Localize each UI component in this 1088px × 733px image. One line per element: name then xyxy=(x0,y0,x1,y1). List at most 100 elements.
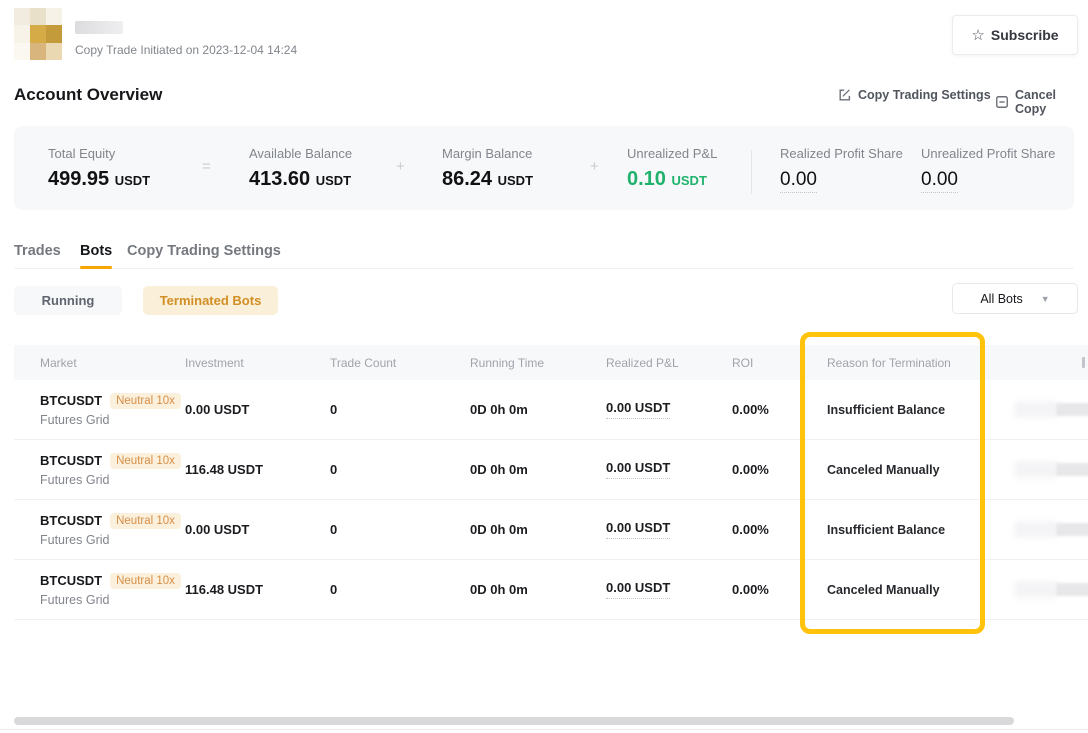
terminated-bots-table: Market Investment Trade Count Running Ti… xyxy=(14,345,1088,620)
roi-cell: 0.00% xyxy=(732,522,769,537)
termination-reason-cell: Insufficient Balance xyxy=(827,522,946,537)
stat-label: Available Balance xyxy=(249,146,353,161)
investment-cell: 116.48 USDT xyxy=(185,462,264,477)
table-row[interactable]: BTCUSDT Neutral 10x Futures Grid 116.48 … xyxy=(14,560,1088,620)
termination-reason-cell: Insufficient Balance xyxy=(827,402,946,417)
active-tab-indicator xyxy=(80,266,112,269)
strategy-badge: Neutral 10x xyxy=(110,512,181,529)
redacted-text xyxy=(1014,400,1058,418)
stat-value: 0.00 xyxy=(921,168,958,193)
strategy-badge: Neutral 10x xyxy=(110,392,181,409)
realized-pnl-cell: 0.00 USDT xyxy=(606,580,732,599)
stat-label: Realized Profit Share xyxy=(780,146,903,161)
termination-reason-cell: Canceled Manually xyxy=(827,462,940,477)
equals-operator: = xyxy=(202,158,211,175)
tab-copy-trading-settings[interactable]: Copy Trading Settings xyxy=(127,243,281,259)
roi-cell: 0.00% xyxy=(732,402,769,417)
redacted-text xyxy=(1056,462,1088,476)
table-row[interactable]: BTCUSDT Neutral 10x Futures Grid 116.48 … xyxy=(14,440,1088,500)
avatar-pixel xyxy=(14,42,30,60)
bot-type: Futures Grid xyxy=(40,412,110,427)
redacted-text xyxy=(1056,582,1088,596)
stat-value: 0.00 xyxy=(780,168,817,193)
cancel-copy-link[interactable]: Cancel Copy xyxy=(995,88,1088,116)
col-investment: Investment xyxy=(185,355,244,370)
stats-divider xyxy=(751,150,752,194)
avatar-pixel xyxy=(14,25,30,43)
minus-square-icon xyxy=(995,95,1009,109)
filter-running[interactable]: Running xyxy=(14,286,122,315)
trader-username-redacted xyxy=(75,21,123,34)
trade-count-cell: 0 xyxy=(330,522,338,537)
redacted-text xyxy=(1014,580,1058,598)
plus-operator: + xyxy=(396,158,405,175)
table-row[interactable]: BTCUSDT Neutral 10x Futures Grid 0.00 US… xyxy=(14,500,1088,560)
cancel-copy-label: Cancel Copy xyxy=(1015,88,1056,116)
strategy-badge: Neutral 10x xyxy=(110,572,181,589)
stat-label: Unrealized Profit Share xyxy=(921,146,1056,161)
chevron-down-icon: ▼ xyxy=(1040,293,1050,304)
table-row[interactable]: BTCUSDT Neutral 10x Futures Grid 0.00 US… xyxy=(14,380,1088,440)
col-running-time: Running Time xyxy=(470,355,545,370)
star-icon: ☆ xyxy=(971,26,985,44)
bots-filter-dropdown[interactable]: All Bots ▼ xyxy=(952,283,1078,314)
col-realized-pnl: Realized P&L xyxy=(606,355,679,370)
redacted-text xyxy=(1056,402,1088,416)
tab-bots[interactable]: Bots xyxy=(80,243,113,259)
cutoff-column-header xyxy=(1082,357,1085,368)
market-symbol: BTCUSDT xyxy=(40,513,103,528)
stat-value: 86.24 USDT xyxy=(442,168,534,190)
horizontal-scrollbar[interactable] xyxy=(14,717,1014,725)
market-symbol: BTCUSDT xyxy=(40,573,103,588)
bot-type: Futures Grid xyxy=(40,532,110,547)
investment-cell: 0.00 USDT xyxy=(185,402,250,417)
investment-cell: 116.48 USDT xyxy=(185,582,264,597)
redacted-text xyxy=(1014,460,1058,478)
tab-trades[interactable]: Trades xyxy=(14,243,61,259)
copy-trading-settings-label: Copy Trading Settings xyxy=(858,88,991,102)
col-roi: ROI xyxy=(732,355,754,370)
market-cell: BTCUSDT Neutral 10x Futures Grid xyxy=(14,392,185,427)
realized-pnl-cell: 0.00 USDT xyxy=(606,460,732,479)
stat-value: 0.10 USDT xyxy=(627,168,707,190)
filter-terminated-bots[interactable]: Terminated Bots xyxy=(143,286,278,315)
bot-type: Futures Grid xyxy=(40,472,110,487)
plus-operator: + xyxy=(590,158,599,175)
stat-label: Total Equity xyxy=(48,146,116,161)
realized-pnl-cell: 0.00 USDT xyxy=(606,400,732,419)
termination-reason-cell: Canceled Manually xyxy=(827,582,940,597)
market-cell: BTCUSDT Neutral 10x Futures Grid xyxy=(14,452,185,487)
trade-count-cell: 0 xyxy=(330,462,338,477)
market-cell: BTCUSDT Neutral 10x Futures Grid xyxy=(14,572,185,607)
avatar-pixel xyxy=(14,8,30,26)
running-time-cell: 0D 0h 0m xyxy=(470,402,528,417)
roi-cell: 0.00% xyxy=(732,582,769,597)
market-symbol: BTCUSDT xyxy=(40,453,103,468)
avatar-pixel xyxy=(46,42,62,60)
avatar-pixel xyxy=(46,25,62,43)
copy-trade-initiated-text: Copy Trade Initiated on 2023-12-04 14:24 xyxy=(75,43,298,57)
running-time-cell: 0D 0h 0m xyxy=(470,522,528,537)
trader-avatar[interactable] xyxy=(14,8,62,60)
investment-cell: 0.00 USDT xyxy=(185,522,250,537)
avatar-pixel xyxy=(30,42,46,60)
redacted-text xyxy=(1056,522,1088,536)
copy-trading-settings-link[interactable]: Copy Trading Settings xyxy=(838,88,991,102)
page-title: Account Overview xyxy=(14,85,163,104)
col-reason: Reason for Termination xyxy=(827,355,951,370)
subscribe-button[interactable]: ☆ Subscribe xyxy=(952,15,1078,55)
stat-label: Margin Balance xyxy=(442,146,533,161)
table-header: Market Investment Trade Count Running Ti… xyxy=(14,345,1088,380)
stat-label: Unrealized P&L xyxy=(627,146,718,161)
redacted-text xyxy=(1014,520,1058,538)
account-stats-panel: Total Equity 499.95 USDT = Available Bal… xyxy=(14,126,1074,210)
strategy-badge: Neutral 10x xyxy=(110,452,181,469)
avatar-pixel xyxy=(46,8,62,26)
running-time-cell: 0D 0h 0m xyxy=(470,582,528,597)
col-trade-count: Trade Count xyxy=(330,355,397,370)
running-time-cell: 0D 0h 0m xyxy=(470,462,528,477)
page-bottom-divider xyxy=(0,729,1088,730)
dropdown-value: All Bots xyxy=(980,291,1023,306)
stat-value: 499.95 USDT xyxy=(48,168,151,190)
